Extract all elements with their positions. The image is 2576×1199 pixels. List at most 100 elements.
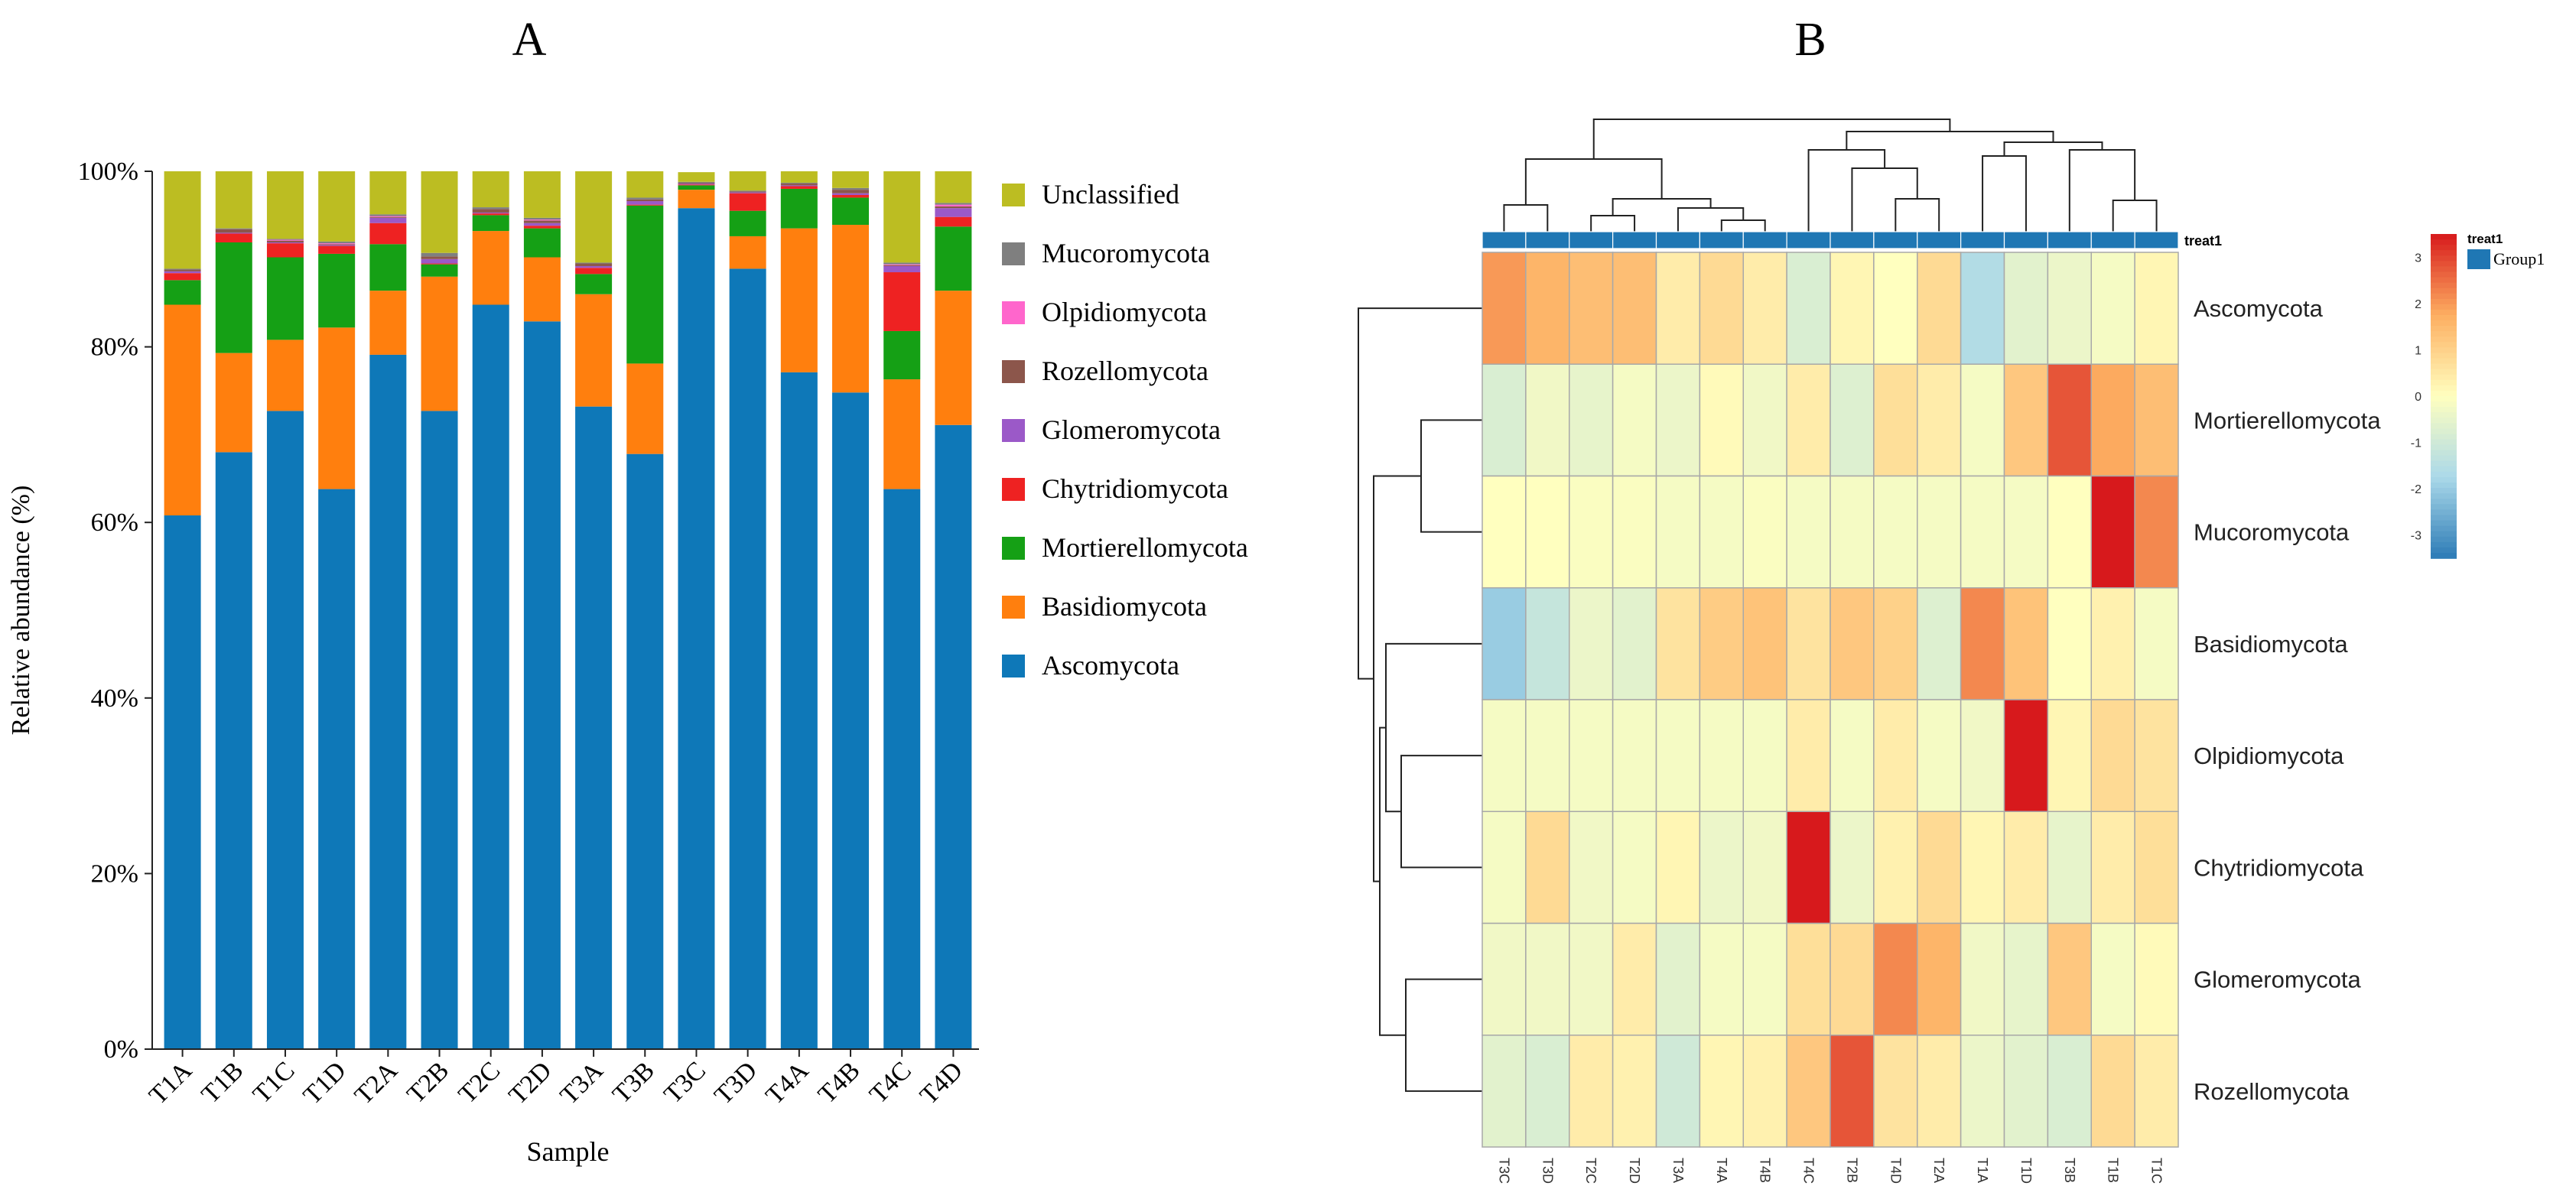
- legend-item-ascomycota: Ascomycota: [1002, 650, 1179, 681]
- heatmap-cell-rozellomycota-t3a: [1655, 1035, 1701, 1148]
- bar-stack-t3c: [678, 172, 715, 1049]
- bar-t1d-chytridiomycota: [318, 245, 356, 254]
- x-tick-label: T4C: [864, 1056, 917, 1109]
- bar-t1c-mortierellomycota: [266, 257, 304, 340]
- heatmap-cell-olpidiomycota-t2d: [1612, 699, 1657, 812]
- heatmap-row-olpidiomycota: [1482, 699, 2179, 812]
- color-scale-segment: [2431, 520, 2457, 527]
- bar-t4b-basidiomycota: [832, 225, 870, 393]
- bar-t3b-ascomycota: [626, 453, 664, 1049]
- color-scale-segment: [2431, 342, 2457, 349]
- bar-t3d-mortierellomycota: [729, 210, 766, 236]
- legend-item-rozellomycota: Rozellomycota: [1002, 356, 1208, 386]
- heatmap-cell-mortierellomycota-t1c: [2134, 363, 2179, 477]
- heatmap-cell-basidiomycota-t1a: [1960, 587, 2005, 700]
- heatmap-cell-rozellomycota-t4c: [1786, 1035, 1831, 1148]
- annotation-cell-t2a: [1917, 231, 1962, 249]
- bar-t2c-unclassified: [472, 171, 509, 208]
- x-axis-label: Sample: [527, 1136, 610, 1167]
- heatmap-cell-chytridiomycota-t2b: [1830, 811, 1875, 924]
- row-label: Mortierellomycota: [2194, 407, 2381, 434]
- heatmap-cell-rozellomycota-t3d: [1525, 1035, 1570, 1148]
- column-label: T2B: [1844, 1158, 1859, 1183]
- legend-item-basidiomycota: Basidiomycota: [1002, 591, 1207, 622]
- column-dendrogram-link: [2068, 149, 2136, 232]
- bar-t2a-glomeromycota: [369, 217, 407, 223]
- heatmap-cell-olpidiomycota-t1b: [2090, 699, 2135, 812]
- heatmap-cell-mucoromycota-t3d: [1525, 475, 1570, 589]
- x-tick-label: T1C: [248, 1056, 301, 1109]
- heatmap-cell-chytridiomycota-t2c: [1569, 811, 1614, 924]
- heatmap-cell-rozellomycota-t1b: [2090, 1035, 2135, 1148]
- heatmap-row-ascomycota: [1482, 252, 2179, 365]
- heatmap-cell-mucoromycota-t4c: [1786, 475, 1831, 589]
- heatmap-cell-chytridiomycota-t1d: [2003, 811, 2049, 924]
- bar-t3a-chytridiomycota: [575, 268, 613, 275]
- legend-label: Olpidiomycota: [1042, 297, 1207, 327]
- heatmap-cell-glomeromycota-t1c: [2134, 922, 2179, 1036]
- bar-t4a-ascomycota: [780, 372, 818, 1050]
- color-scale-segment: [2431, 504, 2457, 511]
- legend-swatch: [1002, 242, 1025, 265]
- bar-t1b-chytridiomycota: [215, 233, 252, 242]
- column-label: T3A: [1670, 1158, 1686, 1183]
- heatmap-cell-glomeromycota-t3d: [1525, 922, 1570, 1036]
- bar-t3c-ascomycota: [678, 208, 715, 1049]
- bar-t3d-rozellomycota: [729, 191, 766, 193]
- color-scale-segment: [2431, 315, 2457, 321]
- heatmap-cell-olpidiomycota-t3c: [1482, 699, 1527, 812]
- annotation-bar: [1482, 231, 2179, 249]
- heatmap-cell-basidiomycota-t4d: [1873, 587, 1918, 700]
- row-labels: Ascomycota Mortierellomycota Mucoromycota B…: [2194, 295, 2381, 1105]
- bar-t2a-chytridiomycota: [369, 223, 407, 245]
- bar-stack-t2a: [369, 171, 407, 1049]
- bar-t3d-unclassified: [729, 171, 766, 191]
- annotation-cell-t4c: [1786, 231, 1831, 249]
- color-scale-segment: [2431, 271, 2457, 278]
- color-scale-segment: [2431, 418, 2457, 424]
- color-scale-segment: [2431, 353, 2457, 359]
- heatmap-cell-mucoromycota-t4b: [1742, 475, 1787, 589]
- color-scale-segment: [2431, 250, 2457, 257]
- color-scale-tick: -1: [2411, 437, 2422, 450]
- color-scale-segment: [2431, 455, 2457, 462]
- bar-t3d-mucoromycota: [729, 190, 766, 192]
- heatmap-cell-olpidiomycota-t3b: [2047, 699, 2092, 812]
- row-dendrogram-link: [1358, 307, 1482, 680]
- annotation-cell-t3b: [2047, 231, 2092, 249]
- column-label: T4B: [1758, 1158, 1773, 1183]
- color-scale-segment: [2431, 401, 2457, 408]
- heatmap-cell-chytridiomycota-t3b: [2047, 811, 2092, 924]
- heatmap-cell-ascomycota-t2c: [1569, 252, 1614, 365]
- bar-t1c-glomeromycota: [266, 242, 304, 244]
- heatmap-cell-mortierellomycota-t4a: [1699, 363, 1744, 477]
- legend-swatch: [1002, 537, 1025, 560]
- heatmap-cell-mortierellomycota-t3b: [2047, 363, 2092, 477]
- bar-t3c-mortierellomycota: [678, 185, 715, 190]
- legend-swatch: [1002, 419, 1025, 442]
- heatmap-cell-chytridiomycota-t4c: [1786, 811, 1831, 924]
- y-tick-labels: 0% 20% 40% 60% 80% 100%: [78, 158, 152, 1064]
- bar-t2b-unclassified: [421, 171, 458, 253]
- bar-t2a-mortierellomycota: [369, 244, 407, 291]
- heatmap-cell-ascomycota-t1c: [2134, 252, 2179, 365]
- color-scale-segment: [2431, 423, 2457, 430]
- row-dendrogram-link: [1385, 642, 1482, 813]
- heatmap-cell-olpidiomycota-t4a: [1699, 699, 1744, 812]
- heatmap-cell-chytridiomycota-t1b: [2090, 811, 2135, 924]
- heatmap-cell-mortierellomycota-t2b: [1830, 363, 1875, 477]
- axes: [151, 171, 979, 1050]
- bar-stack-t1a: [164, 171, 201, 1049]
- heatmap-cell-chytridiomycota-t2d: [1612, 811, 1657, 924]
- bar-t1c-ascomycota: [266, 411, 304, 1049]
- heatmap-cell-mucoromycota-t1c: [2134, 475, 2179, 589]
- bar-t4c-mortierellomycota: [883, 330, 921, 380]
- bar-stack-t2c: [472, 171, 509, 1050]
- heatmap-cell-mucoromycota-t4d: [1873, 475, 1918, 589]
- column-dendrogram-link: [1720, 219, 1766, 232]
- color-scale-segment: [2431, 477, 2457, 483]
- bar-t1b-basidiomycota: [215, 353, 252, 453]
- legend-swatch: [1002, 360, 1025, 383]
- annotation-label: treat1: [2184, 233, 2222, 249]
- heatmap-cell-glomeromycota-t1b: [2090, 922, 2135, 1036]
